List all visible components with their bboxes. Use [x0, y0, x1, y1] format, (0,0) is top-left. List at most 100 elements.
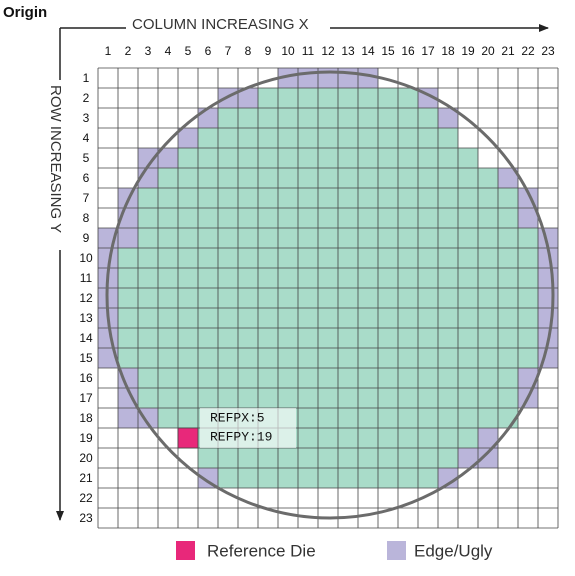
good-die [338, 448, 358, 468]
edge-die [478, 428, 498, 448]
edge-die [538, 248, 558, 268]
good-die [338, 428, 358, 448]
good-die [198, 268, 218, 288]
good-die [418, 448, 438, 468]
good-die [158, 408, 178, 428]
annotation-text: REFPY:19 [210, 429, 272, 444]
good-die [318, 128, 338, 148]
good-die [438, 288, 458, 308]
good-die [198, 448, 218, 468]
row-label: 21 [79, 471, 93, 485]
good-die [178, 248, 198, 268]
good-die [398, 308, 418, 328]
good-die [398, 128, 418, 148]
good-die [278, 208, 298, 228]
good-die [258, 468, 278, 488]
good-die [238, 288, 258, 308]
good-die [198, 188, 218, 208]
good-die [258, 448, 278, 468]
good-die [158, 268, 178, 288]
good-die [158, 388, 178, 408]
good-die [358, 228, 378, 248]
good-die [238, 268, 258, 288]
good-die [398, 348, 418, 368]
good-die [478, 268, 498, 288]
good-die [318, 468, 338, 488]
good-die [378, 428, 398, 448]
good-die [378, 188, 398, 208]
good-die [478, 248, 498, 268]
edge-die [538, 308, 558, 328]
good-die [138, 348, 158, 368]
good-die [438, 388, 458, 408]
good-die [238, 348, 258, 368]
good-die [198, 168, 218, 188]
good-die [158, 188, 178, 208]
good-die [338, 148, 358, 168]
edge-die [498, 168, 518, 188]
edge-die [158, 148, 178, 168]
good-die [158, 348, 178, 368]
good-die [298, 468, 318, 488]
good-die [358, 88, 378, 108]
good-die [398, 228, 418, 248]
good-die [418, 468, 438, 488]
good-die [298, 268, 318, 288]
good-die [358, 188, 378, 208]
good-die [338, 368, 358, 388]
good-die [458, 148, 478, 168]
wafer-outline [105, 70, 555, 520]
good-die [458, 388, 478, 408]
good-die [518, 288, 538, 308]
good-die [138, 268, 158, 288]
column-label: 17 [421, 44, 435, 58]
good-die [178, 368, 198, 388]
good-die [478, 368, 498, 388]
good-die [278, 248, 298, 268]
good-die [358, 248, 378, 268]
good-die [318, 328, 338, 348]
good-die [178, 408, 198, 428]
good-die [198, 328, 218, 348]
column-label: 16 [401, 44, 415, 58]
good-die [318, 368, 338, 388]
good-die [298, 108, 318, 128]
row-label: 9 [83, 231, 90, 245]
good-die [478, 208, 498, 228]
good-die [118, 328, 138, 348]
good-die [458, 268, 478, 288]
good-die [518, 308, 538, 328]
good-die [458, 368, 478, 388]
good-die [218, 188, 238, 208]
good-die [138, 388, 158, 408]
column-label: 13 [341, 44, 355, 58]
good-die [518, 228, 538, 248]
good-die [278, 468, 298, 488]
good-die [358, 328, 378, 348]
good-die [418, 188, 438, 208]
legend-swatch-reference [176, 541, 195, 560]
good-die [498, 328, 518, 348]
column-label: 23 [541, 44, 555, 58]
edge-die [298, 68, 318, 88]
good-die [398, 248, 418, 268]
good-die [438, 328, 458, 348]
good-die [178, 208, 198, 228]
good-die [238, 128, 258, 148]
good-die [338, 168, 358, 188]
good-die [438, 128, 458, 148]
column-label: 7 [225, 44, 232, 58]
good-die [338, 408, 358, 428]
good-die [358, 168, 378, 188]
good-die [298, 388, 318, 408]
edge-die [518, 368, 538, 388]
row-label: 10 [79, 251, 93, 265]
edge-die [238, 88, 258, 108]
edge-die [138, 408, 158, 428]
good-die [518, 248, 538, 268]
edge-die [458, 448, 478, 468]
edge-die [198, 108, 218, 128]
column-label: 3 [145, 44, 152, 58]
good-die [258, 208, 278, 228]
